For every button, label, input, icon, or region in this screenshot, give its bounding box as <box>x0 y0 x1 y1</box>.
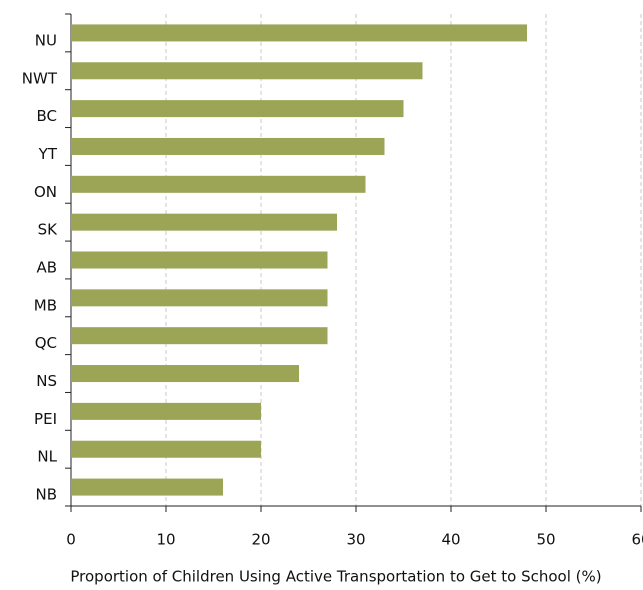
bar <box>71 100 404 118</box>
bar <box>71 213 337 231</box>
bar <box>71 62 423 80</box>
y-tick-label: MB <box>34 296 57 314</box>
x-tick-label: 20 <box>251 531 270 549</box>
bar <box>71 24 527 42</box>
y-tick-label: QC <box>35 334 57 352</box>
x-tick-label: 0 <box>66 531 76 549</box>
x-tick-label: 60 <box>631 531 643 549</box>
bar <box>71 365 299 383</box>
x-tick-label: 40 <box>441 531 460 549</box>
x-axis-label: Proportion of Children Using Active Tran… <box>70 568 601 586</box>
x-tick-label: 30 <box>346 531 365 549</box>
bar <box>71 137 385 155</box>
bar <box>71 440 261 458</box>
y-tick-label: PEI <box>34 410 57 428</box>
y-tick-label: NB <box>35 486 57 504</box>
x-tick-label: 10 <box>156 531 175 549</box>
bar <box>71 478 223 496</box>
bar <box>71 175 366 193</box>
y-tick-label: NU <box>35 31 57 49</box>
y-tick-label: NS <box>36 372 57 390</box>
y-tick-label: AB <box>36 259 57 277</box>
bar <box>71 402 261 420</box>
y-tick-label: SK <box>38 221 59 239</box>
y-tick-label: NL <box>37 448 57 466</box>
y-tick-label: YT <box>38 145 58 163</box>
y-tick-label: BC <box>36 107 57 125</box>
y-tick-label: ON <box>34 183 57 201</box>
bar <box>71 327 328 345</box>
bar <box>71 289 328 307</box>
bar <box>71 251 328 269</box>
x-tick-label: 50 <box>536 531 555 549</box>
y-tick-label: NWT <box>22 69 58 87</box>
